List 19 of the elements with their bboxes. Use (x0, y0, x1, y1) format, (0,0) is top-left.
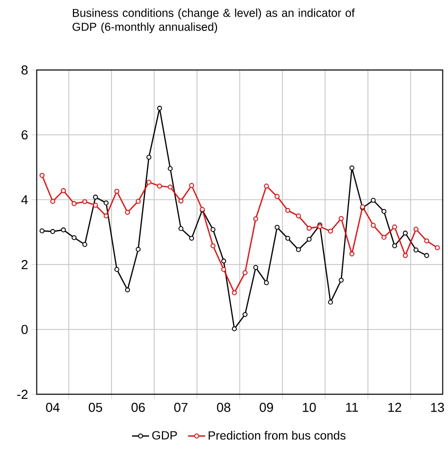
y-tick-label: -2 (17, 390, 28, 399)
chart-title: Business conditions (change & level) as an indicator of GDP (6-monthly annualised) (72, 8, 355, 34)
y-tick-label: 4 (21, 195, 28, 204)
x-tick-label: 12 (388, 402, 402, 412)
x-tick-label: 11 (346, 402, 358, 412)
x-tick-label: 13 (431, 402, 444, 412)
x-tick-label: 05 (88, 402, 102, 412)
y-tick-label: 2 (22, 260, 28, 270)
x-tick-label: 08 (217, 402, 230, 412)
y-tick-label: 6 (22, 130, 28, 140)
y-tick-label: 8 (22, 65, 28, 75)
legend-label: GDP (152, 431, 177, 440)
x-tick-label: 06 (132, 402, 145, 412)
x-tick-label: 07 (174, 402, 188, 412)
y-tick-label: 0 (22, 324, 28, 334)
x-tick-label: 09 (260, 402, 274, 412)
x-tick-label: 04 (46, 402, 60, 412)
x-tick-label: 10 (302, 402, 316, 412)
legend-label: Prediction from bus conds (208, 430, 346, 440)
